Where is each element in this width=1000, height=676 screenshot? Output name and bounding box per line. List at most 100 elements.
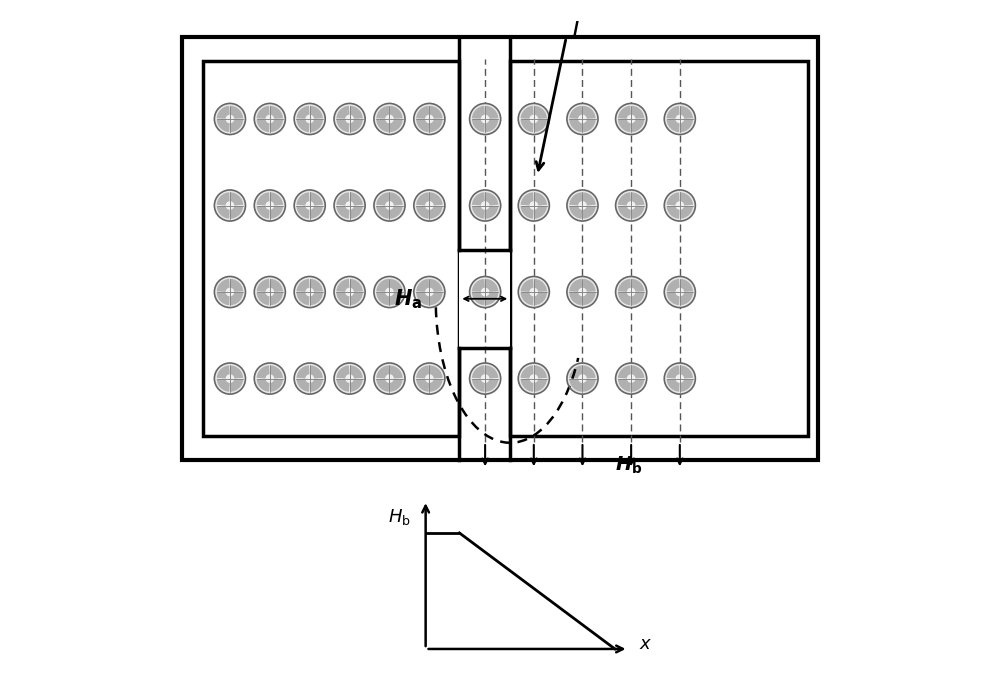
Wedge shape (336, 206, 350, 219)
Wedge shape (521, 279, 534, 292)
Wedge shape (416, 192, 429, 206)
Circle shape (627, 375, 635, 383)
Circle shape (518, 103, 549, 135)
Wedge shape (376, 292, 389, 306)
Circle shape (567, 363, 598, 394)
Circle shape (518, 363, 549, 394)
Wedge shape (582, 279, 596, 292)
Circle shape (675, 201, 684, 210)
Wedge shape (336, 379, 350, 392)
Wedge shape (310, 379, 323, 392)
Circle shape (470, 103, 501, 135)
Circle shape (470, 363, 501, 394)
Wedge shape (667, 279, 680, 292)
Wedge shape (217, 206, 230, 219)
Circle shape (518, 276, 549, 308)
Wedge shape (270, 365, 283, 379)
Wedge shape (350, 279, 363, 292)
Wedge shape (618, 365, 631, 379)
Wedge shape (310, 192, 323, 206)
Wedge shape (230, 119, 243, 132)
Wedge shape (310, 279, 323, 292)
Wedge shape (429, 206, 443, 219)
Wedge shape (230, 279, 243, 292)
Circle shape (345, 201, 354, 210)
Circle shape (265, 115, 274, 123)
Circle shape (481, 201, 489, 210)
Circle shape (334, 103, 365, 135)
Wedge shape (618, 279, 631, 292)
Wedge shape (485, 292, 498, 306)
Wedge shape (257, 105, 270, 119)
Wedge shape (680, 279, 693, 292)
Wedge shape (618, 292, 631, 306)
Wedge shape (217, 105, 230, 119)
Circle shape (481, 115, 489, 123)
Wedge shape (472, 192, 485, 206)
Wedge shape (376, 119, 389, 132)
Wedge shape (429, 279, 443, 292)
Wedge shape (376, 365, 389, 379)
Wedge shape (350, 192, 363, 206)
Circle shape (374, 103, 405, 135)
Wedge shape (534, 365, 547, 379)
Circle shape (616, 190, 647, 221)
Wedge shape (310, 206, 323, 219)
Circle shape (294, 276, 325, 308)
Wedge shape (257, 365, 270, 379)
Circle shape (214, 276, 245, 308)
Wedge shape (582, 379, 596, 392)
Wedge shape (472, 379, 485, 392)
Wedge shape (521, 105, 534, 119)
Wedge shape (582, 119, 596, 132)
Wedge shape (582, 206, 596, 219)
Circle shape (305, 288, 314, 296)
Circle shape (265, 201, 274, 210)
Text: $H_\mathrm{b}$: $H_\mathrm{b}$ (388, 507, 411, 527)
Wedge shape (618, 119, 631, 132)
Circle shape (425, 375, 434, 383)
Wedge shape (297, 292, 310, 306)
Wedge shape (270, 105, 283, 119)
Wedge shape (416, 365, 429, 379)
Wedge shape (569, 119, 582, 132)
Circle shape (254, 276, 285, 308)
Wedge shape (270, 379, 283, 392)
Circle shape (616, 363, 647, 394)
Wedge shape (667, 192, 680, 206)
Circle shape (529, 201, 538, 210)
Bar (203, 61, 459, 436)
Circle shape (265, 375, 274, 383)
Wedge shape (485, 365, 498, 379)
Wedge shape (350, 119, 363, 132)
Circle shape (294, 363, 325, 394)
Wedge shape (485, 105, 498, 119)
Circle shape (305, 201, 314, 210)
Wedge shape (631, 379, 644, 392)
Wedge shape (521, 119, 534, 132)
Circle shape (214, 103, 245, 135)
Wedge shape (376, 279, 389, 292)
Wedge shape (389, 192, 403, 206)
Circle shape (425, 201, 434, 210)
Wedge shape (631, 206, 644, 219)
Circle shape (414, 363, 445, 394)
Wedge shape (618, 206, 631, 219)
Circle shape (425, 115, 434, 123)
Circle shape (616, 103, 647, 135)
Wedge shape (521, 379, 534, 392)
Circle shape (345, 288, 354, 296)
Wedge shape (631, 119, 644, 132)
Circle shape (374, 276, 405, 308)
Circle shape (664, 276, 695, 308)
Circle shape (578, 201, 587, 210)
Wedge shape (297, 192, 310, 206)
Wedge shape (680, 119, 693, 132)
Wedge shape (389, 279, 403, 292)
Wedge shape (217, 279, 230, 292)
Wedge shape (270, 292, 283, 306)
Circle shape (294, 190, 325, 221)
Wedge shape (257, 292, 270, 306)
Wedge shape (618, 192, 631, 206)
Wedge shape (389, 119, 403, 132)
